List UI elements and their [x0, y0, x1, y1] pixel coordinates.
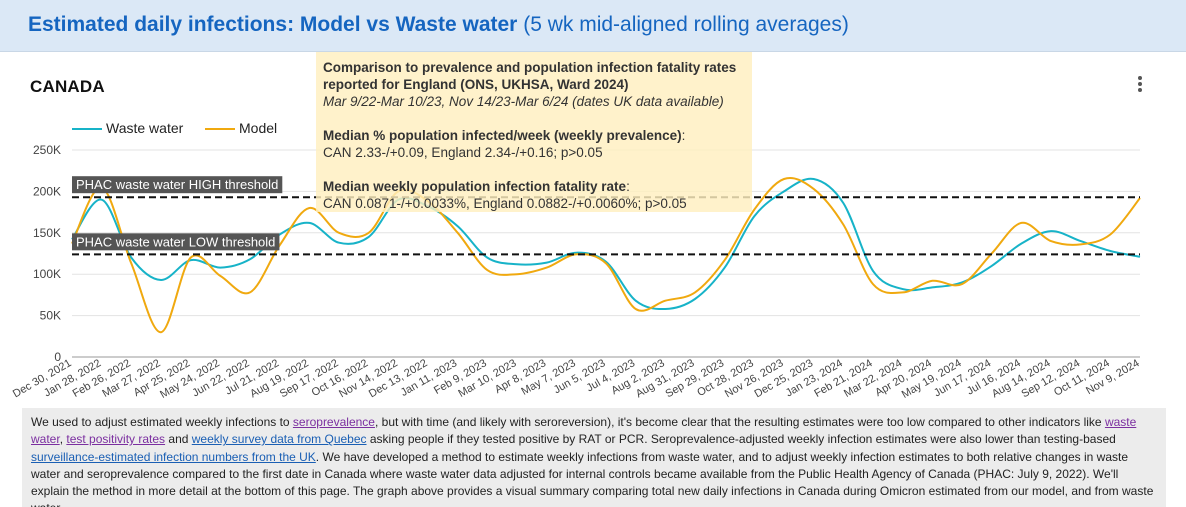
y-tick-label: 100K: [33, 267, 61, 281]
y-tick-label: 50K: [40, 309, 61, 323]
threshold-label-text: PHAC waste water LOW threshold: [76, 234, 275, 249]
legend-label-model: Model: [239, 120, 278, 136]
tooltip-ifr-label: Median weekly population infection fatal…: [323, 179, 627, 194]
page-title: Estimated daily infections: Model vs Was…: [28, 13, 849, 37]
tooltip-ifr-colon: :: [626, 179, 630, 194]
y-tick-label: 250K: [33, 143, 61, 157]
page-title-main: Estimated daily infections: Model vs Was…: [28, 13, 518, 36]
chart-svg: PHAC waste water HIGH threshold PHAC wast…: [11, 143, 1142, 401]
desc-text: ,: [59, 432, 67, 447]
tooltip-prevalence-line: Median % population infected/week (weekl…: [323, 127, 745, 144]
chart-region-title: CANADA: [30, 77, 105, 96]
desc-text: , but with time (and likely with serorev…: [374, 415, 1105, 429]
page-title-sub: (5 wk mid-aligned rolling averages): [523, 13, 849, 36]
tooltip-ifr-line: Median weekly population infection fatal…: [323, 178, 745, 195]
y-tick-label: 200K: [33, 184, 61, 198]
threshold-label: PHAC waste water LOW threshold: [72, 233, 280, 251]
y-tick-label: 150K: [33, 226, 61, 240]
desc-text: We used to adjust estimated weekly infec…: [31, 415, 293, 429]
threshold-label-bg: [72, 233, 280, 251]
more-vert-icon[interactable]: [1132, 74, 1148, 96]
tooltip-prevalence-value: CAN 2.33-/+0.09, England 2.34-/+0.16; p>…: [323, 145, 603, 160]
tooltip-prevalence-label: Median % population infected/week (weekl…: [323, 128, 682, 143]
link-test-positivity[interactable]: test positivity rates: [66, 432, 166, 447]
header-band: Estimated daily infections: Model vs Was…: [0, 0, 1186, 52]
link-quebec-survey[interactable]: weekly survey data from Quebec: [191, 432, 367, 447]
tooltip-ifr-value: CAN 0.0871-/+0.0033%, England 0.0882-/+0…: [323, 196, 687, 211]
desc-text: . We have developed a method to estimate…: [31, 449, 1154, 507]
desc-text: and: [165, 432, 192, 447]
description-panel: We used to adjust estimated weekly infec…: [22, 408, 1166, 507]
legend-swatch-model: [205, 128, 235, 130]
link-waste-water[interactable]: waste water: [31, 415, 1137, 447]
y-tick-label: 0: [54, 350, 61, 364]
legend-label-waste-water: Waste water: [106, 120, 184, 136]
tooltip-dates: Mar 9/22-Mar 10/23, Nov 14/23-Mar 6/24 (…: [323, 94, 724, 109]
comparison-tooltip: Comparison to prevalence and population …: [316, 52, 752, 212]
threshold-label-text: PHAC waste water HIGH threshold: [76, 177, 278, 192]
series-line-waste-water[interactable]: [71, 177, 1141, 311]
threshold-label-bg: [72, 176, 283, 194]
threshold-label: PHAC waste water HIGH threshold: [72, 176, 283, 194]
series-line-model[interactable]: [71, 177, 1141, 334]
link-seroprevalence[interactable]: seroprevalence: [292, 415, 375, 429]
tooltip-heading: Comparison to prevalence and population …: [323, 60, 737, 92]
desc-text: asking people if they tested positive by…: [366, 432, 1116, 447]
link-uk-surveillance[interactable]: surveillance-estimated infection numbers…: [31, 449, 316, 464]
tooltip-prevalence-colon: :: [681, 128, 686, 143]
legend-swatch-waste-water: [72, 128, 102, 130]
